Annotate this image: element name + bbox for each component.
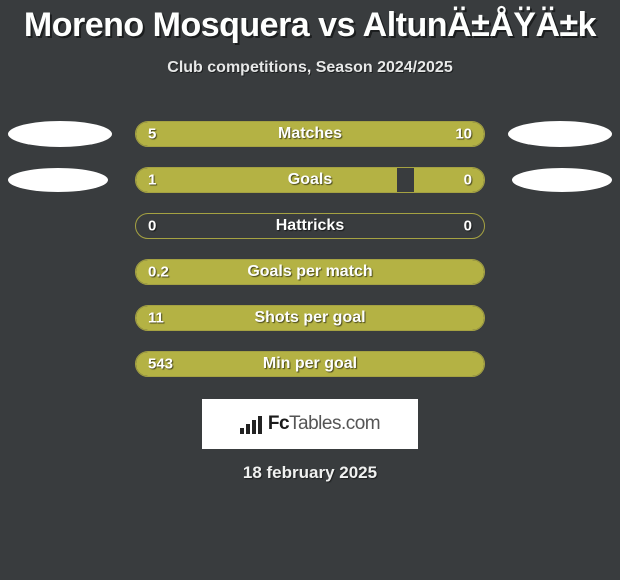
player-flag-left xyxy=(8,168,108,192)
stat-row: 543Min per goal xyxy=(0,341,620,387)
stat-label: Shots per goal xyxy=(136,309,484,327)
stat-bar: 10Goals xyxy=(135,167,485,193)
stat-bar: 543Min per goal xyxy=(135,351,485,377)
page-title: Moreno Mosquera vs AltunÄ±ÅŸÄ±k xyxy=(0,0,620,45)
logo-part-b: Tables xyxy=(289,413,341,434)
subtitle: Club competitions, Season 2024/2025 xyxy=(0,59,620,77)
logo-part-c: .com xyxy=(341,413,380,434)
player-flag-left xyxy=(8,121,112,147)
stat-label: Hattricks xyxy=(136,217,484,235)
stat-bar: 0.2Goals per match xyxy=(135,259,485,285)
player-flag-right xyxy=(508,121,612,147)
stat-row: 00Hattricks xyxy=(0,203,620,249)
stat-label: Min per goal xyxy=(136,355,484,373)
player-flag-right xyxy=(512,168,612,192)
stats-container: 510Matches 10Goals 00Hattricks 0.2Goals per… xyxy=(0,111,620,387)
stat-row: 11Shots per goal xyxy=(0,295,620,341)
stat-row: 10Goals xyxy=(0,157,620,203)
logo-part-a: Fc xyxy=(268,413,289,434)
stat-label: Goals per match xyxy=(136,263,484,281)
stat-label: Matches xyxy=(136,125,484,143)
logo-bars-icon xyxy=(240,414,262,434)
stat-bar: 00Hattricks xyxy=(135,213,485,239)
stat-row: 0.2Goals per match xyxy=(0,249,620,295)
date-label: 18 february 2025 xyxy=(0,463,620,483)
fctables-logo: FcTables.com xyxy=(202,399,418,449)
stat-bar: 510Matches xyxy=(135,121,485,147)
stat-bar: 11Shots per goal xyxy=(135,305,485,331)
stat-row: 510Matches xyxy=(0,111,620,157)
logo-text: FcTables.com xyxy=(268,413,380,435)
stat-label: Goals xyxy=(136,171,484,189)
